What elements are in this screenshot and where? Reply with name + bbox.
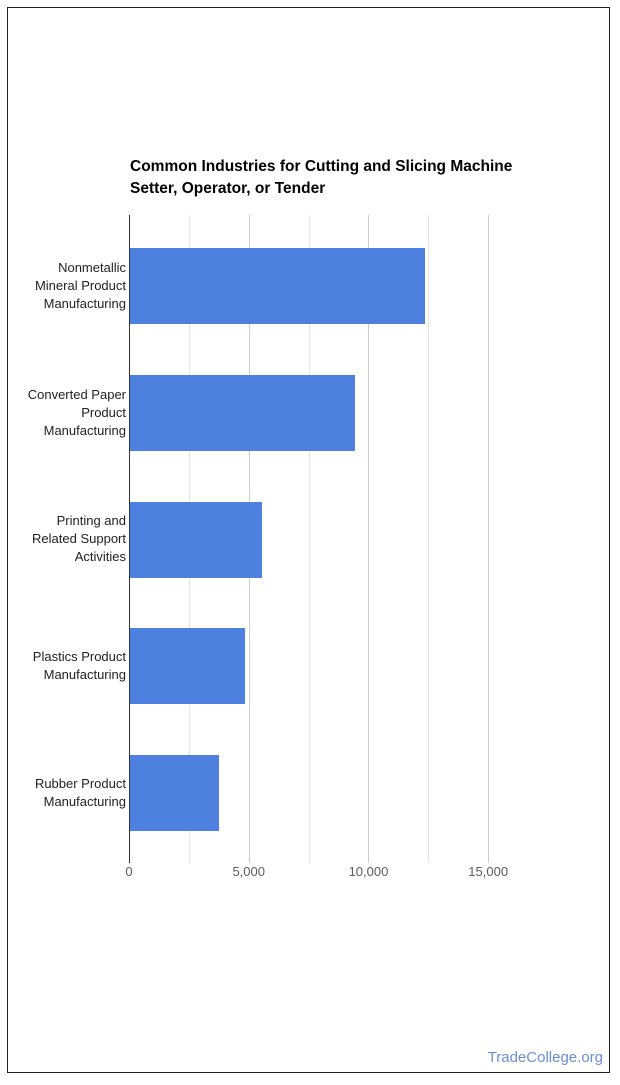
x-tick-label: 10,000	[348, 864, 389, 879]
x-tick-label: 5,000	[232, 864, 265, 879]
gridline	[368, 215, 370, 863]
tradecollege-link[interactable]: TradeCollege.org	[487, 1049, 603, 1066]
gridline	[308, 215, 310, 863]
category-axis-labels: Nonmetallic Mineral Product Manufacturing C…	[8, 223, 126, 856]
chart-title: Common Industries for Cutting and Slicin…	[130, 156, 560, 200]
page-border-frame	[7, 7, 610, 1073]
bar-3[interactable]	[130, 501, 262, 578]
gridline	[428, 215, 430, 863]
category-label: Converted Paper Product Manufacturing	[27, 386, 126, 438]
category-label: Plastics Product Manufacturing	[32, 649, 126, 683]
bar-2[interactable]	[130, 374, 356, 451]
plot-area	[129, 215, 578, 863]
bar-1[interactable]	[130, 248, 425, 325]
category-label: Nonmetallic Mineral Product Manufacturing	[34, 260, 126, 312]
bar-4[interactable]	[130, 628, 245, 705]
x-tick-label: 0	[125, 864, 133, 879]
bar-5[interactable]	[130, 754, 219, 831]
y-axis-baseline	[129, 215, 130, 863]
gridline	[488, 215, 490, 863]
category-label: Printing and Related Support Activities	[32, 513, 126, 565]
chart-title-line-2: Setter, Operator, or Tender	[130, 180, 326, 197]
x-axis-tick-labels: 0 5,000 10,000 15,000	[125, 864, 578, 884]
x-tick-label: 15,000	[468, 864, 509, 879]
chart-title-line-1: Common Industries for Cutting and Slicin…	[130, 158, 513, 175]
category-label: Rubber Product Manufacturing	[34, 775, 126, 809]
